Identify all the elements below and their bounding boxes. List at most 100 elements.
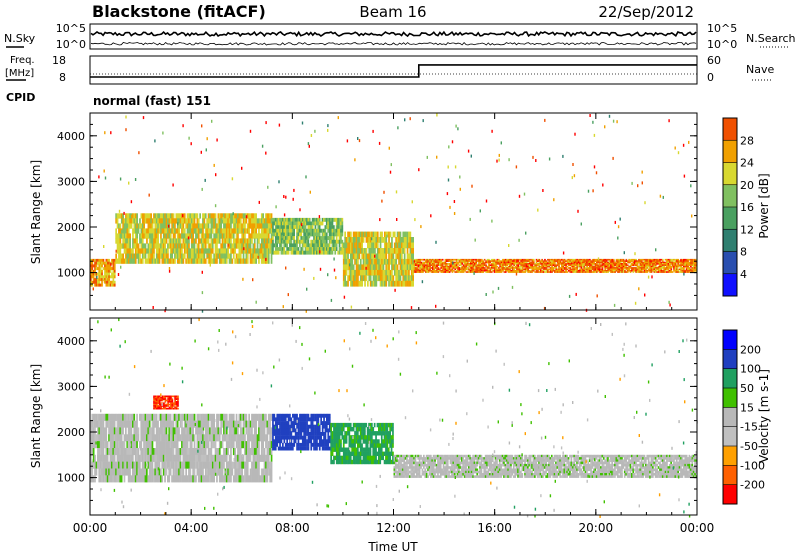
data-cell: [659, 258, 661, 261]
data-cell: [154, 238, 157, 244]
data-cell: [650, 260, 653, 262]
data-cell: [140, 258, 143, 264]
data-cell: [403, 269, 406, 276]
data-cell: [304, 228, 307, 233]
data-cell: [306, 250, 308, 255]
beam-title: Beam 16: [359, 3, 426, 21]
data-cell: [106, 261, 109, 265]
data-cell: [169, 213, 172, 219]
data-cell: [443, 261, 445, 264]
data-cell: [639, 260, 642, 262]
data-cell: [544, 271, 546, 273]
data-cell: [520, 269, 522, 272]
data-cell: [461, 271, 464, 273]
data-cell: [446, 269, 448, 272]
data-cell: [579, 263, 581, 265]
data-cell: [118, 454, 120, 462]
data-speckle: [682, 143, 685, 147]
data-cell: [382, 253, 385, 260]
data-cell: [102, 267, 105, 271]
data-cell: [420, 264, 423, 267]
data-cell: [405, 280, 407, 287]
data-cell: [611, 263, 614, 265]
data-cell: [307, 239, 310, 244]
data-speckle: [327, 128, 329, 132]
data-cell: [548, 271, 551, 273]
data-speckle: [152, 306, 154, 309]
data-cell: [367, 231, 369, 238]
data-cell: [674, 260, 677, 262]
data-cell: [615, 267, 618, 269]
data-cell: [276, 225, 278, 230]
data-cell: [328, 236, 331, 240]
data-cell: [618, 268, 621, 271]
data-cell: [575, 263, 577, 265]
data-cell: [218, 434, 221, 442]
data-cell: [218, 223, 221, 229]
data-cell: [583, 261, 586, 264]
data-cell: [188, 258, 190, 264]
data-cell: [148, 223, 151, 229]
data-cell: [314, 239, 317, 244]
data-cell: [116, 248, 119, 254]
data-speckle: [388, 146, 390, 150]
data-cell: [375, 242, 378, 249]
data-speckle: [644, 293, 646, 297]
data-cell: [97, 280, 99, 284]
data-cell: [246, 238, 249, 244]
data-cell: [432, 268, 434, 271]
data-cell: [640, 258, 643, 261]
data-cell: [328, 250, 331, 255]
data-cell: [670, 267, 673, 269]
data-cell: [610, 261, 612, 264]
data-cell: [450, 258, 452, 261]
data-cell: [350, 280, 352, 287]
data-cell: [492, 264, 494, 267]
data-cell: [523, 268, 525, 271]
data-cell: [106, 283, 109, 287]
data-cell: [113, 427, 116, 435]
data-cell: [112, 427, 115, 435]
data-cell: [147, 448, 150, 456]
data-cell: [547, 263, 549, 265]
data-cell: [313, 232, 315, 237]
data-cell: [235, 253, 238, 259]
data-cell: [334, 217, 337, 222]
data-cell: [313, 250, 315, 255]
data-speckle: [597, 257, 600, 261]
data-cell: [474, 265, 476, 268]
data-cell: [467, 263, 469, 265]
data-cell: [416, 268, 419, 271]
data-cell: [600, 271, 602, 273]
data-cell: [299, 239, 301, 244]
data-speckle: [172, 183, 174, 187]
data-cell: [203, 223, 206, 229]
data-cell: [628, 258, 630, 261]
data-cell: [199, 248, 201, 254]
data-cell: [406, 275, 409, 282]
data-speckle: [283, 213, 286, 217]
data-cell: [133, 253, 136, 259]
data-cell: [527, 264, 529, 267]
data-cell: [355, 258, 358, 265]
data-cell: [113, 434, 116, 442]
data-cell: [214, 233, 217, 239]
data-cell: [653, 261, 656, 264]
data-cell: [328, 247, 331, 251]
data-cell: [607, 263, 609, 265]
data-cell: [666, 261, 668, 264]
data-cell: [210, 218, 213, 224]
data-cell: [227, 253, 229, 259]
data-cell: [692, 260, 695, 262]
data-cell: [582, 263, 584, 265]
data-cell: [690, 271, 692, 273]
data-cell: [189, 248, 192, 254]
data-cell: [412, 264, 414, 271]
data-cell: [116, 475, 119, 483]
data-cell: [448, 260, 451, 262]
data-cell: [525, 263, 528, 265]
data-cell: [283, 250, 286, 255]
data-cell: [461, 267, 464, 269]
data-cell: [334, 239, 337, 244]
data-cell: [262, 233, 264, 239]
